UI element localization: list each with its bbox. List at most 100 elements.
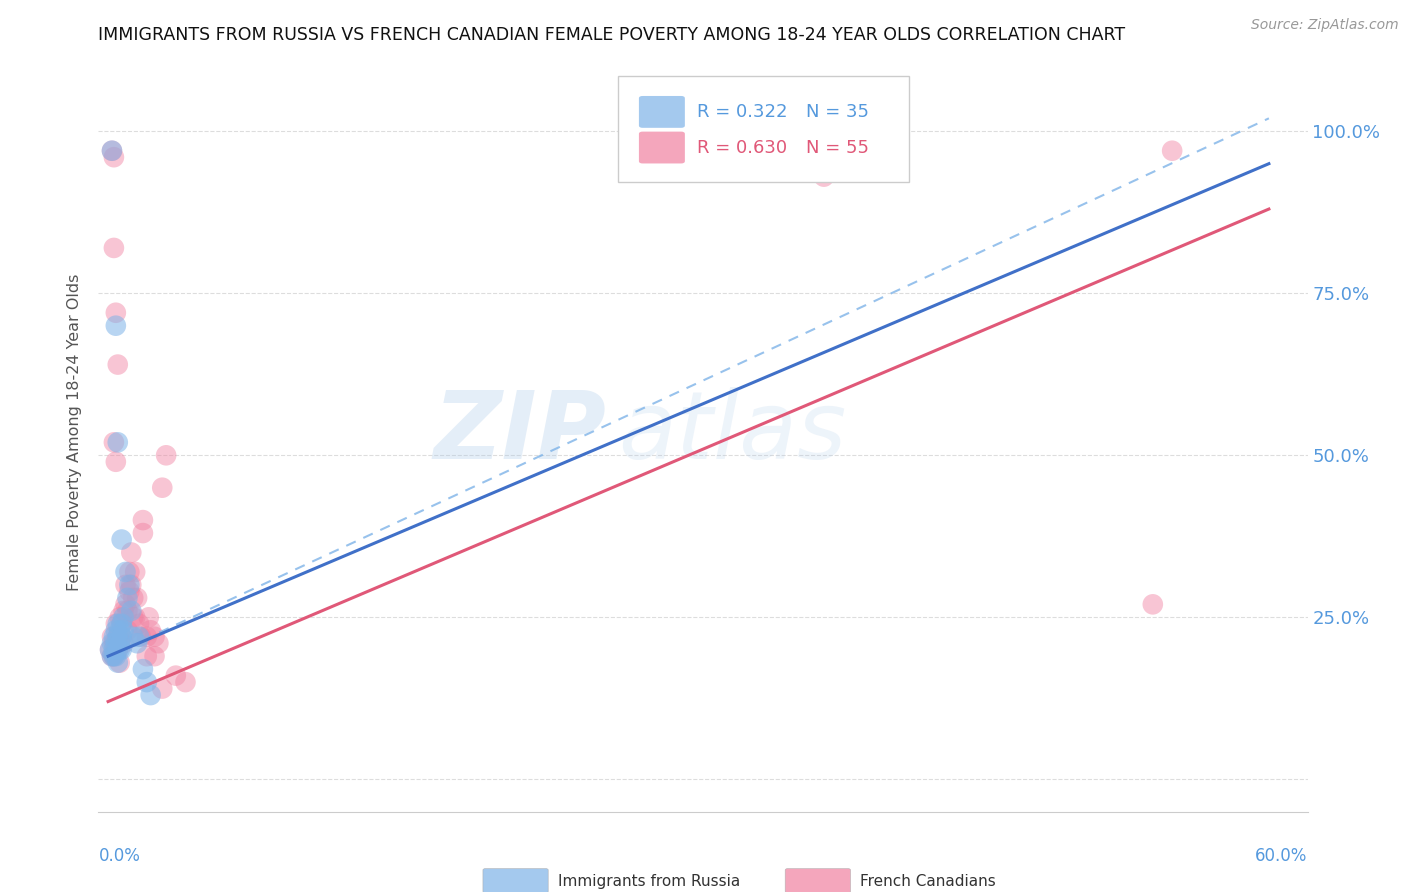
Point (111, 616, 134, 631)
Point (132, 513, 155, 527)
Point (111, 642, 134, 657)
Point (127, 591, 149, 605)
Point (111, 630, 134, 644)
Point (108, 624, 131, 638)
Point (139, 624, 162, 638)
Point (124, 565, 146, 579)
Point (103, 241, 125, 255)
Point (1142, 598, 1164, 612)
Point (101, 649, 124, 664)
Point (150, 481, 173, 495)
Text: N = 55: N = 55 (806, 138, 869, 156)
Text: Immigrants from Russia: Immigrants from Russia (558, 874, 740, 889)
Point (132, 662, 155, 676)
Point (101, 630, 124, 644)
Point (108, 636, 131, 650)
FancyBboxPatch shape (619, 77, 908, 183)
Point (108, 642, 131, 657)
Point (128, 616, 150, 631)
Point (107, 630, 129, 644)
Point (143, 630, 166, 644)
Point (101, 144, 124, 158)
Text: 60.0%: 60.0% (1256, 847, 1308, 865)
Point (1161, 144, 1184, 158)
Point (104, 455, 127, 469)
Point (118, 565, 141, 579)
Text: ZIP: ZIP (433, 386, 606, 479)
Text: IMMIGRANTS FROM RUSSIA VS FRENCH CANADIAN FEMALE POVERTY AMONG 18-24 YEAR OLDS C: IMMIGRANTS FROM RUSSIA VS FRENCH CANADIA… (98, 26, 1126, 44)
Point (101, 636, 124, 650)
Point (98, 642, 121, 657)
Point (135, 649, 157, 664)
Point (127, 636, 149, 650)
Point (104, 616, 127, 631)
Point (122, 591, 145, 605)
Point (112, 604, 135, 618)
Point (122, 630, 145, 644)
Point (120, 604, 142, 618)
Point (117, 624, 139, 638)
Point (135, 675, 157, 690)
Point (122, 610, 145, 624)
Point (138, 610, 160, 624)
Point (108, 636, 131, 650)
Point (139, 688, 162, 702)
FancyBboxPatch shape (638, 132, 685, 163)
Point (124, 610, 146, 624)
Text: atlas: atlas (619, 387, 846, 478)
Point (120, 545, 142, 559)
Point (107, 656, 129, 670)
Point (117, 604, 139, 618)
Point (111, 616, 134, 631)
Point (148, 636, 170, 650)
Point (107, 630, 129, 644)
Point (112, 624, 135, 638)
Point (98, 642, 121, 657)
Point (103, 642, 125, 657)
FancyBboxPatch shape (638, 96, 685, 128)
Point (103, 649, 125, 664)
Point (174, 675, 197, 690)
Point (101, 144, 124, 158)
Point (114, 578, 136, 592)
Point (111, 630, 134, 644)
Point (114, 598, 136, 612)
Point (112, 610, 135, 624)
Point (103, 649, 125, 664)
Point (107, 435, 129, 450)
Point (135, 630, 157, 644)
Point (107, 642, 129, 657)
FancyBboxPatch shape (482, 869, 548, 892)
Point (103, 435, 125, 450)
Point (155, 448, 177, 462)
Point (103, 630, 125, 644)
Text: 0.0%: 0.0% (98, 847, 141, 865)
Point (118, 584, 141, 599)
Point (103, 150, 125, 164)
Point (103, 636, 125, 650)
Point (107, 642, 129, 657)
Y-axis label: Female Poverty Among 18-24 Year Olds: Female Poverty Among 18-24 Year Olds (67, 274, 83, 591)
Point (112, 636, 135, 650)
Point (104, 636, 127, 650)
Point (128, 630, 150, 644)
Point (111, 533, 134, 547)
Text: N = 35: N = 35 (806, 103, 869, 121)
Point (143, 649, 166, 664)
Text: Source: ZipAtlas.com: Source: ZipAtlas.com (1251, 18, 1399, 31)
Point (132, 526, 155, 541)
Point (117, 591, 139, 605)
Point (165, 668, 187, 682)
Point (107, 616, 129, 631)
Text: French Canadians: French Canadians (860, 874, 995, 889)
Point (104, 649, 127, 664)
Point (114, 565, 136, 579)
Text: R = 0.322: R = 0.322 (697, 103, 787, 121)
Point (120, 578, 142, 592)
Point (104, 318, 127, 333)
Point (108, 610, 131, 624)
Point (118, 578, 141, 592)
Point (107, 358, 129, 372)
Point (104, 306, 127, 320)
Point (129, 630, 152, 644)
